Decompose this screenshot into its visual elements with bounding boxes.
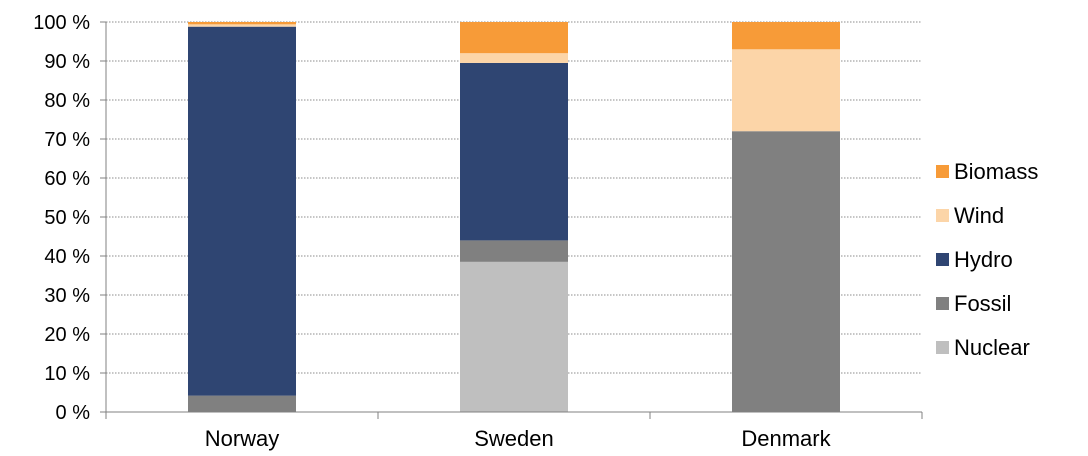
bar-norway-hydro [188, 26, 296, 396]
bar-denmark-fossil [732, 131, 840, 412]
bar-norway-biomass [188, 22, 296, 25]
x-category-label-denmark: Denmark [741, 426, 831, 451]
legend-swatch-biomass [936, 165, 949, 178]
y-tick-label-20: 20 % [44, 324, 90, 346]
y-tick-label-70: 70 % [44, 129, 90, 151]
legend-label-nuclear: Nuclear [954, 335, 1030, 360]
bar-denmark-biomass [732, 22, 840, 50]
x-category-label-norway: Norway [205, 426, 280, 451]
y-tick-label-100: 100 % [33, 12, 90, 34]
y-tick-label-40: 40 % [44, 246, 90, 268]
y-tick-label-30: 30 % [44, 285, 90, 307]
bar-norway-fossil [188, 395, 296, 412]
bar-sweden-hydro [460, 62, 568, 241]
x-axis-categories: Norway Sweden Denmark [205, 426, 832, 451]
legend-swatch-wind [936, 209, 949, 222]
x-category-label-sweden: Sweden [474, 426, 554, 451]
y-tick-label-80: 80 % [44, 90, 90, 112]
bar-sweden-wind [460, 53, 568, 63]
legend-label-biomass: Biomass [954, 159, 1038, 184]
legend-label-fossil: Fossil [954, 291, 1011, 316]
legend-swatch-hydro [936, 253, 949, 266]
legend-label-wind: Wind [954, 203, 1004, 228]
y-axis-ticks: 0 % 10 % 20 % 30 % 40 % 50 % 60 % 70 % 80 % 90 % 1… [33, 12, 106, 424]
y-tick-label-60: 60 % [44, 168, 90, 190]
y-tick-label-10: 10 % [44, 363, 90, 385]
legend-swatch-nuclear [936, 341, 949, 354]
bar-denmark-wind [732, 49, 840, 132]
bar-sweden-biomass [460, 22, 568, 54]
bars [188, 22, 840, 412]
bar-sweden-fossil [460, 240, 568, 262]
legend-swatch-fossil [936, 297, 949, 310]
y-tick-label-90: 90 % [44, 51, 90, 73]
bar-sweden-nuclear [460, 261, 568, 412]
legend-label-hydro: Hydro [954, 247, 1013, 272]
bar-norway-wind [188, 24, 296, 27]
y-tick-label-0: 0 % [56, 402, 91, 424]
y-tick-label-50: 50 % [44, 207, 90, 229]
legend: Biomass Wind Hydro Fossil Nuclear [936, 159, 1038, 360]
